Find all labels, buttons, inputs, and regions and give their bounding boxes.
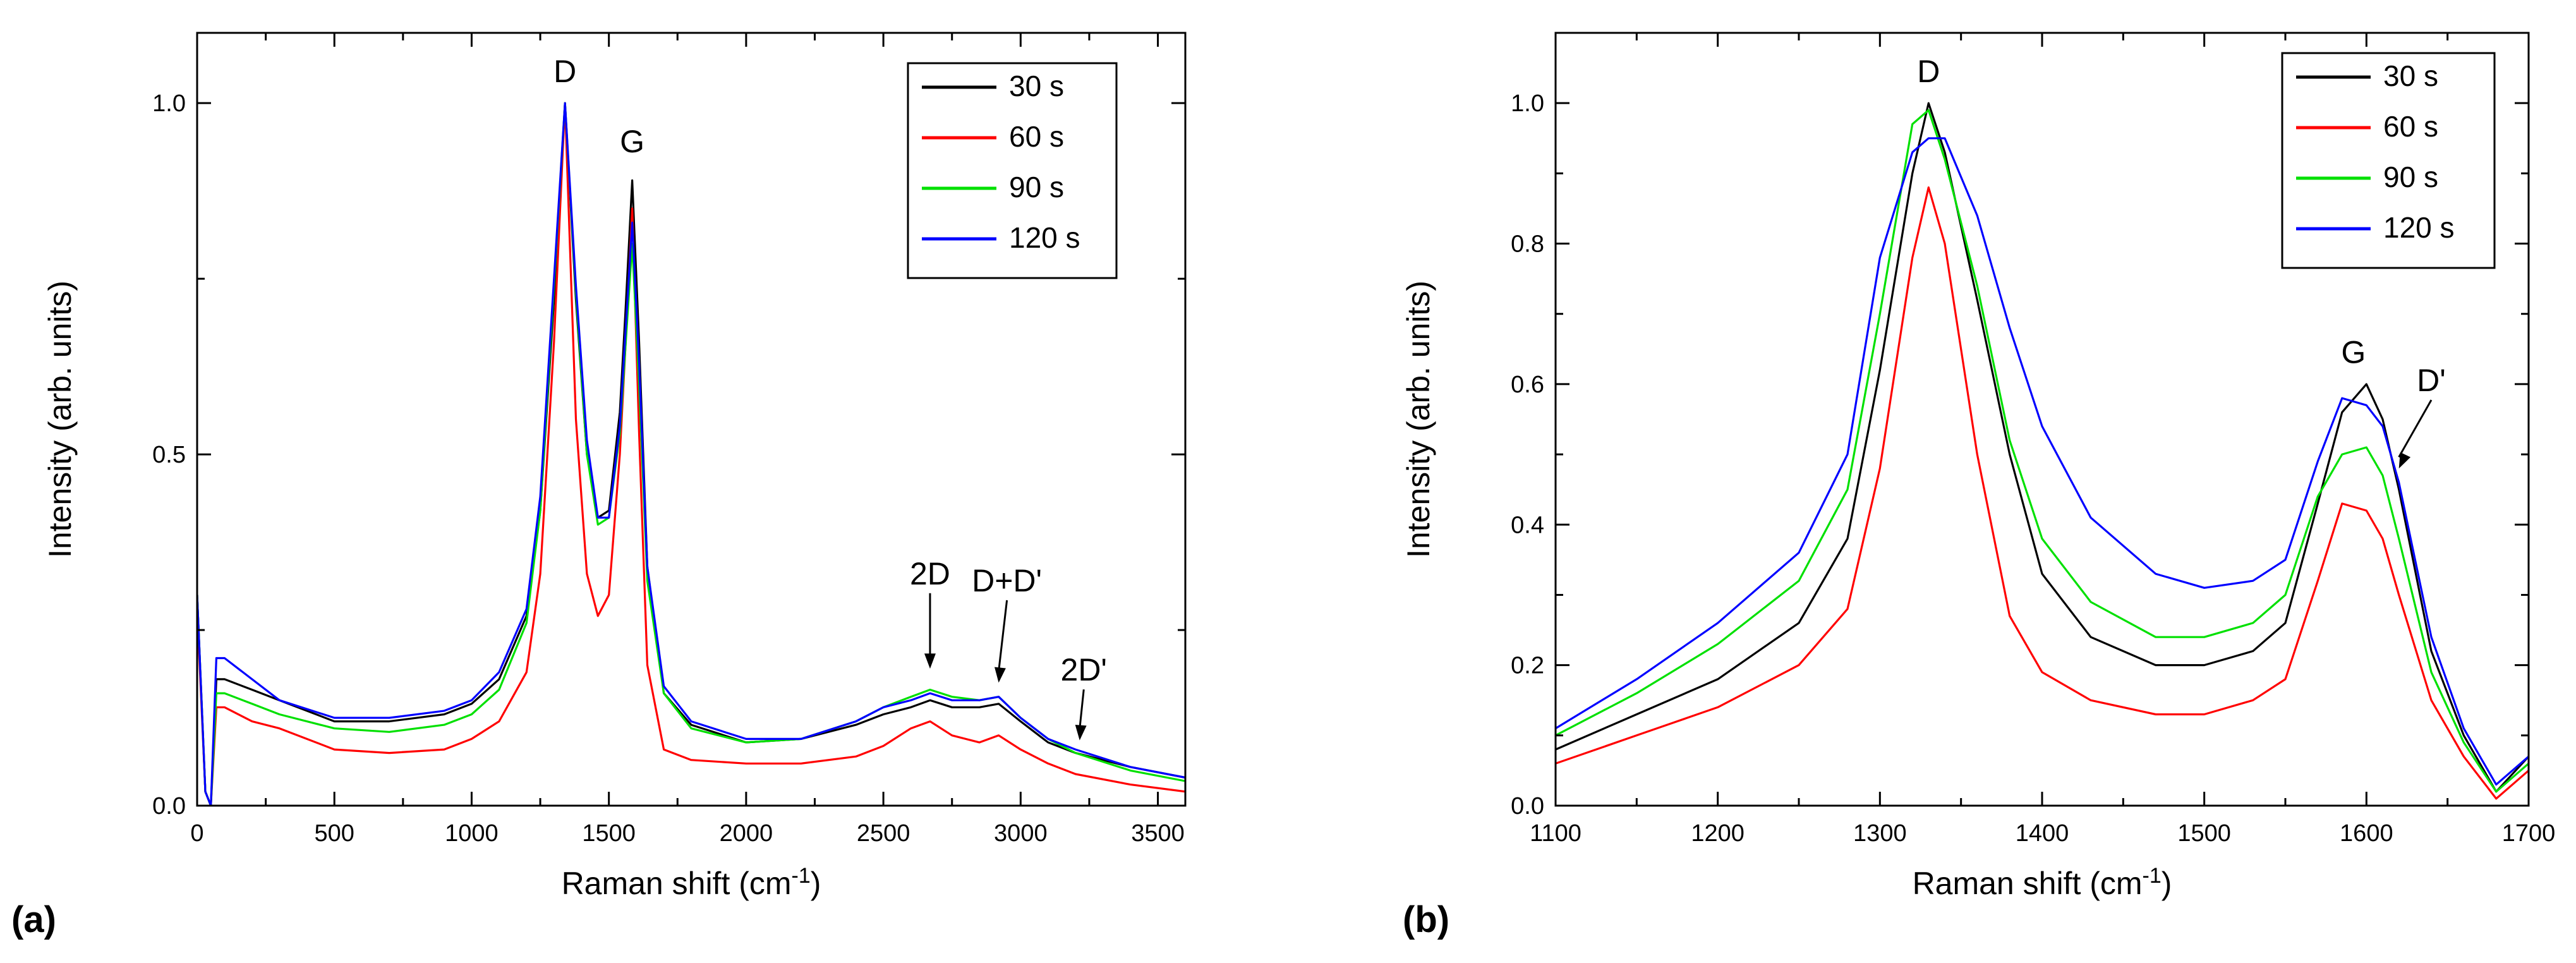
x-tick-label: 3500 [1131,820,1185,847]
series-line-90s [1556,109,2529,793]
series-group [197,102,1185,806]
x-tick-label: 1000 [445,820,499,847]
x-axis-title-superscript: -1 [792,864,811,888]
x-axis-title-main: Raman shift (cm [1913,866,2143,901]
legend-label: 30 s [2383,59,2438,92]
y-tick-label: 1.0 [152,90,186,117]
series-line-60s [1556,186,2529,800]
peak-arrow-line [998,600,1008,672]
series-line-30s [1556,102,2529,793]
plot-frame [196,32,1187,807]
panel-label: (a) [11,899,56,940]
series-line-60s [197,102,1185,806]
panel-label: (b) [1403,899,1449,940]
peak-label: D [1917,54,1940,89]
legend-label: 90 s [2383,160,2438,193]
peak-label: D+D' [972,563,1042,598]
series-group [1556,102,2529,800]
x-axis-title: Raman shift (cm-1) [562,864,821,901]
x-axis-title-end: ) [811,866,821,901]
x-axis-title-superscript: -1 [2143,864,2162,888]
x-tick-label: 2500 [857,820,910,847]
y-tick-label: 0.6 [1511,372,1544,398]
legend-label: 60 s [1009,120,1064,153]
y-tick-label: 0.5 [152,442,186,468]
peak-arrow-head [924,653,936,669]
x-tick-label: 2000 [720,820,773,847]
legend-label: 60 s [2383,110,2438,143]
x-tick-label: 1100 [1530,820,1581,847]
x-tick-label: 1500 [2177,820,2231,847]
panel-a: 0 500 1000 1500 2000 2500 3000 3500 0.0 0.5 1.0 Ram… [11,32,1187,940]
x-axis-title-end: ) [2162,866,2172,901]
x-tick-label: 3000 [994,820,1048,847]
x-axis-title-main: Raman shift (cm [562,866,792,901]
y-tick-label: 0.4 [1511,512,1544,538]
x-tick-label: 1300 [1853,820,1907,847]
peak-label: D' [2417,363,2446,398]
peak-label: 2D' [1061,652,1107,687]
panel-b: 1100 1200 1300 1400 1500 1600 1700 0.0 0.2 0.4 0.6… [1401,32,2556,940]
legend-label: 120 s [1009,221,1080,254]
legend-box [2281,52,2496,269]
peak-arrow-head [995,667,1006,683]
peak-label: G [620,124,644,159]
x-tick-label: 0 [190,820,203,847]
y-axis-title: Intensity (arb. units) [1401,281,1436,558]
peak-arrow-line [2398,399,2433,458]
x-tick-label: 1600 [2340,820,2393,847]
legend-label: 30 s [1009,70,1064,102]
y-tick-label: 0.0 [1511,793,1544,820]
y-tick-label: 0.2 [1511,653,1544,679]
y-tick-label: 0.8 [1511,231,1544,258]
x-tick-label: 1400 [2016,820,2069,847]
y-tick-label: 1.0 [1511,90,1544,117]
peak-label: D [553,54,576,89]
x-tick-label: 1700 [2502,820,2556,847]
series-line-120s [1556,137,2529,786]
legend-box [907,62,1118,279]
x-axis-title: Raman shift (cm-1) [1913,864,2172,901]
peak-arrow-head [1075,724,1087,741]
x-tick-label: 500 [315,820,354,847]
series-line-120s [197,102,1185,806]
x-tick-label: 1200 [1691,820,1745,847]
y-tick-label: 0.0 [152,793,186,820]
peak-arrow-head [2398,452,2411,469]
peak-label: 2D [910,556,950,591]
y-axis-title: Intensity (arb. units) [42,281,78,558]
x-tick-label: 1500 [582,820,636,847]
peak-label: G [2341,335,2366,370]
legend-label: 120 s [2383,211,2455,244]
peak-arrow-line [1079,689,1085,729]
legend-label: 90 s [1009,171,1064,203]
